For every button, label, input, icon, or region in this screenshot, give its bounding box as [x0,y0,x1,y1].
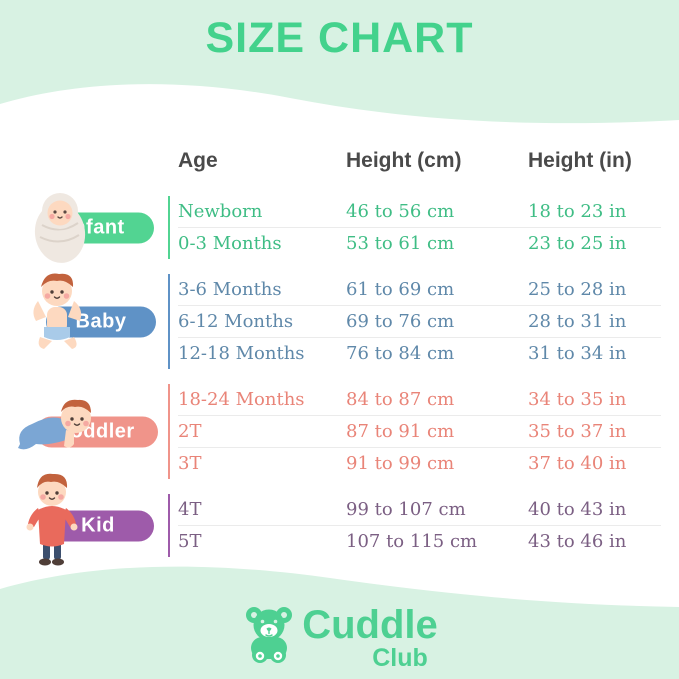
section-rows: 4T 99 to 107 cm 40 to 43 in 5T 107 to 115 cm… [168,494,679,557]
brand-logo-text: Cuddle Club [302,605,438,671]
cell-age: 18-24 Months [178,389,305,410]
header-height-in: Height (in) [528,149,632,172]
cell-cm: 61 to 69 cm [346,279,455,300]
swaddled-baby-icon [34,193,86,263]
page-title: SIZE CHART [205,14,474,62]
cell-cm: 76 to 84 cm [346,343,455,364]
size-table: Age Height (cm) Height (in) [0,146,679,566]
brand-suffix: Club [372,643,428,672]
cell-age: 6-12 Months [178,311,294,332]
cell-age: 12-18 Months [178,343,305,364]
header-height-cm: Height (cm) [346,149,462,172]
cell-inch: 37 to 40 in [528,453,627,474]
cell-cm: 87 to 91 cm [346,421,455,442]
cell-age: Newborn [178,201,263,222]
table-row: 18-24 Months 84 to 87 cm 34 to 35 in [178,384,661,416]
table-row: 0-3 Months 53 to 61 cm 23 to 25 in [178,228,661,259]
cell-cm: 69 to 76 cm [346,311,455,332]
section-rows: 18-24 Months 84 to 87 cm 34 to 35 in 2T 87 t… [168,384,679,479]
cell-inch: 28 to 31 in [528,311,627,332]
section-infant: Infant Newborn 46 to 56 cm 18 to 23 in 0-3 … [0,193,679,263]
badge-area-kid: Kid [0,473,168,566]
table-row: Newborn 46 to 56 cm 18 to 23 in [178,196,661,228]
section-baby: Baby 3-6 Months 61 to 69 cm 25 to 28 in 6-1… [0,273,679,369]
header-age: Age [178,149,218,172]
table-header-row: Age Height (cm) Height (in) [178,146,679,176]
badge-area-infant: Infant [0,193,168,263]
teddy-bear-icon [246,606,293,663]
sitting-baby-icon [33,273,82,349]
section-kid: Kid 4T 99 to 107 cm 40 to 43 in 5T 107 to 11… [0,473,679,566]
cell-age: 0-3 Months [178,233,282,254]
cell-age: 5T [178,531,202,552]
badge-area-baby: Baby [0,273,168,369]
cell-cm: 46 to 56 cm [346,201,455,222]
cell-age: 3T [178,453,202,474]
cell-age: 4T [178,499,202,520]
cell-inch: 43 to 46 in [528,531,627,552]
brand-logo: Cuddle Club [0,605,679,671]
cell-cm: 99 to 107 cm [346,499,466,520]
cell-inch: 18 to 23 in [528,201,627,222]
cell-cm: 84 to 87 cm [346,389,455,410]
table-row: 4T 99 to 107 cm 40 to 43 in [178,494,661,526]
cell-inch: 25 to 28 in [528,279,627,300]
group-label: Kid [81,514,115,536]
section-toddler: Toddler 18-24 Months 84 to 87 cm 34 to 35 … [0,384,679,479]
table-row: 12-18 Months 76 to 84 cm 31 to 34 in [178,338,661,369]
badge-area-toddler: Toddler [0,384,168,479]
cell-cm: 91 to 99 cm [346,453,455,474]
cell-inch: 23 to 25 in [528,233,627,254]
table-row: 6-12 Months 69 to 76 cm 28 to 31 in [178,306,661,338]
cell-inch: 35 to 37 in [528,421,627,442]
section-rows: Newborn 46 to 56 cm 18 to 23 in 0-3 Months 5… [168,196,679,259]
standing-kid-icon [26,473,78,566]
cell-inch: 40 to 43 in [528,499,627,520]
section-rows: 3-6 Months 61 to 69 cm 25 to 28 in 6-12 Mon… [168,274,679,369]
group-label: Baby [75,310,127,332]
cell-inch: 31 to 34 in [528,343,627,364]
cell-age: 2T [178,421,202,442]
table-row: 5T 107 to 115 cm 43 to 46 in [178,526,661,557]
cell-inch: 34 to 35 in [528,389,627,410]
cell-cm: 53 to 61 cm [346,233,455,254]
table-row: 2T 87 to 91 cm 35 to 37 in [178,416,661,448]
cell-cm: 107 to 115 cm [346,531,478,552]
brand-name: Cuddle [302,602,438,647]
table-row: 3T 91 to 99 cm 37 to 40 in [178,448,661,479]
crawling-toddler-icon [18,399,91,450]
cell-age: 3-6 Months [178,279,282,300]
table-row: 3-6 Months 61 to 69 cm 25 to 28 in [178,274,661,306]
